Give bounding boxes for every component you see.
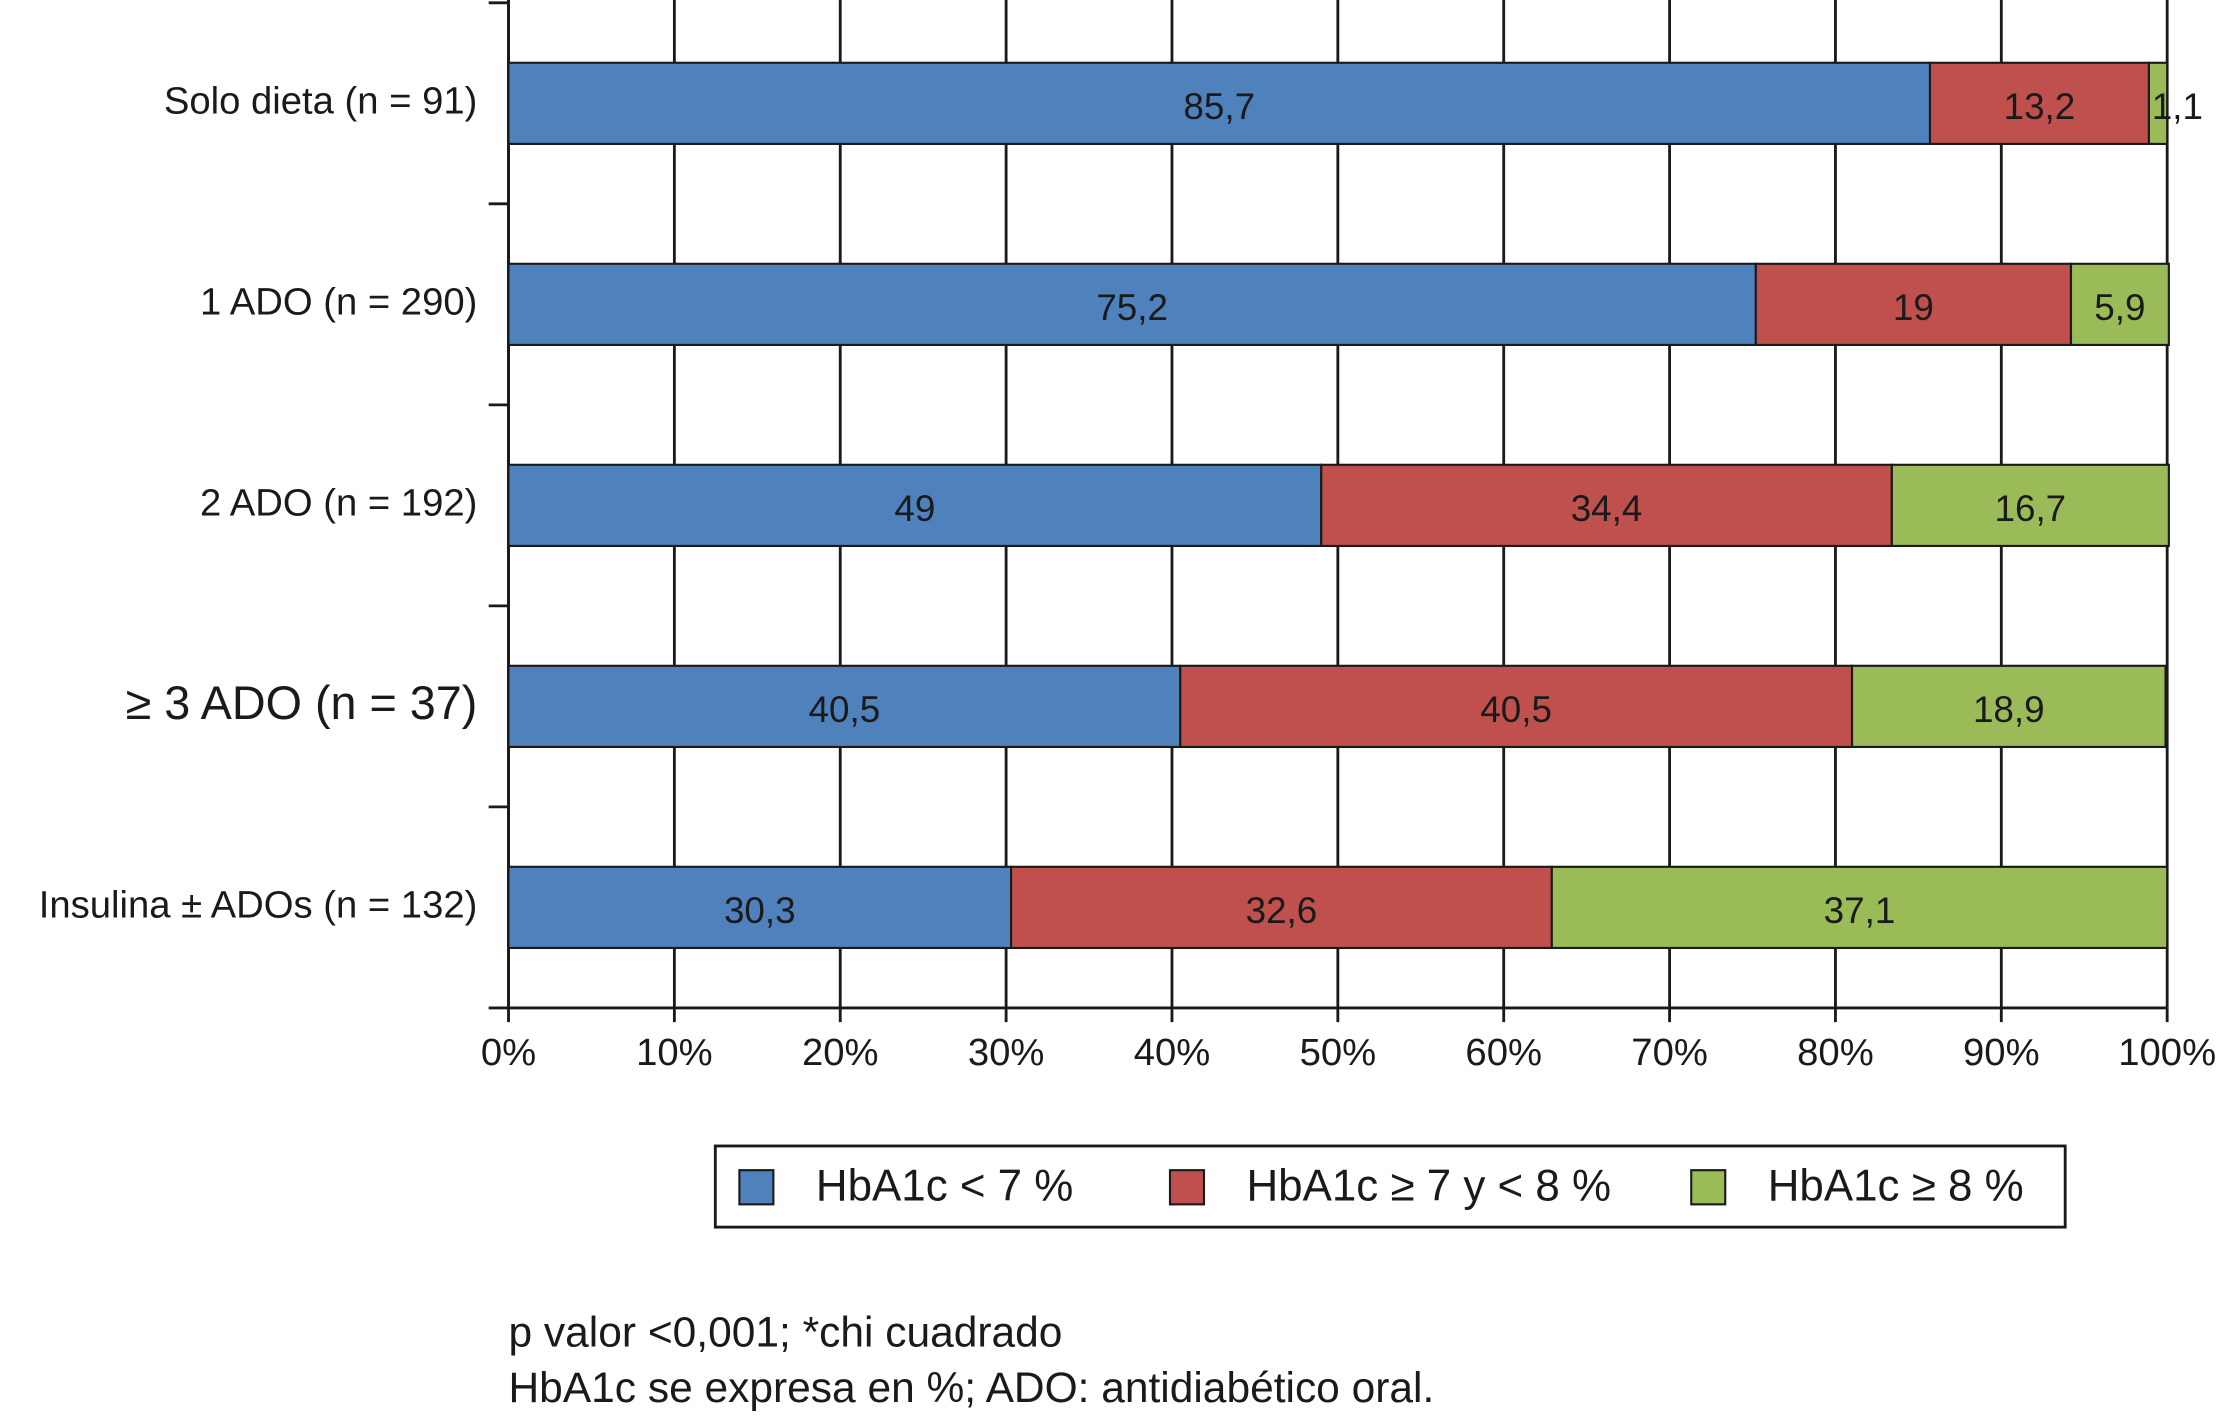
legend-swatch: [738, 1169, 775, 1206]
bar-segment: [1550, 865, 2169, 950]
y-tick-label: ≥ 3 ADO (n = 37): [126, 677, 478, 729]
data-label: 49: [894, 488, 935, 529]
data-label: 18,9: [1973, 689, 2045, 730]
bar-segment: [507, 463, 1323, 548]
data-label: 40,5: [1480, 689, 1552, 730]
x-tick-label: 40%: [1134, 1031, 1211, 1074]
bar-segment: [1179, 664, 1854, 749]
x-tick-label: 50%: [1300, 1031, 1377, 1074]
legend-label: HbA1c ≥ 8 %: [1768, 1161, 2024, 1210]
bar-segment: [2147, 61, 2169, 145]
data-label: 19: [1893, 287, 1934, 328]
bar-segment: [1928, 61, 2150, 145]
x-tick-label: 70%: [1631, 1031, 1708, 1074]
x-tick-label: 20%: [802, 1031, 879, 1074]
legend-label: HbA1c ≥ 7 y < 8 %: [1246, 1161, 1611, 1210]
x-tick-label: 90%: [1963, 1031, 2040, 1074]
data-label: 13,2: [2004, 86, 2076, 127]
y-tick-label: 1 ADO (n = 290): [200, 280, 477, 323]
data-label: 85,7: [1183, 86, 1255, 127]
bar-segment: [507, 664, 1182, 749]
x-tick-label: 80%: [1797, 1031, 1874, 1074]
bar-segment: [507, 865, 1013, 950]
data-label: 40,5: [809, 689, 881, 730]
footnote: p valor <0,001; *chi cuadrado: [509, 1308, 1063, 1356]
x-tick-label: 10%: [636, 1031, 713, 1074]
legend-label: HbA1c < 7 %: [816, 1161, 1073, 1210]
data-label: 16,7: [1995, 488, 2067, 529]
x-tick-label: 30%: [968, 1031, 1045, 1074]
legend-box: [713, 1144, 2067, 1229]
legend-swatch: [1690, 1169, 1727, 1206]
legend-swatch: [1168, 1169, 1206, 1206]
x-tick-label: 60%: [1465, 1031, 1542, 1074]
bar-segment: [1010, 865, 1553, 950]
bar-segment: [1890, 463, 2170, 548]
data-label: 32,6: [1246, 890, 1318, 931]
bar-segment: [1320, 463, 1893, 548]
y-tick-label: Insulina ± ADOs (n = 132): [39, 883, 478, 926]
footnote: HbA1c se expresa en %; ADO: antidiabétic…: [509, 1364, 1435, 1412]
x-tick-label: 100%: [2118, 1031, 2216, 1074]
data-label: 30,3: [724, 890, 796, 931]
bar-segment: [1754, 262, 2073, 347]
data-label: 34,4: [1571, 488, 1643, 529]
y-tick-label: 2 ADO (n = 192): [200, 481, 477, 524]
data-label: 75,2: [1096, 287, 1168, 328]
x-tick-label: 0%: [481, 1031, 536, 1074]
y-tick-label: Solo dieta (n = 91): [164, 79, 477, 122]
data-label: 5,9: [2094, 287, 2145, 328]
data-label: 1,1: [2152, 86, 2203, 127]
data-label: 37,1: [1824, 890, 1896, 931]
bar-segment: [2069, 262, 2170, 347]
bar-segment: [1850, 664, 2167, 749]
